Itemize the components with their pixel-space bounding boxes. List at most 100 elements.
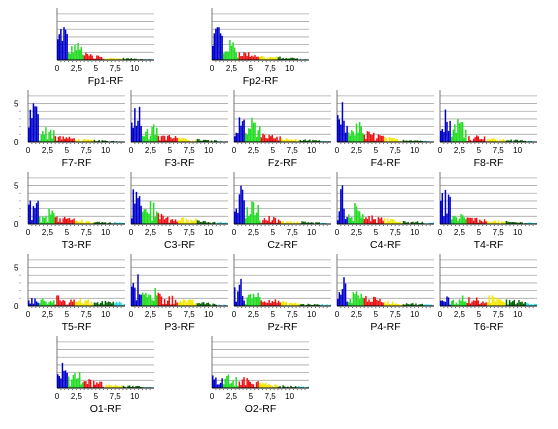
x-minor-tick — [223, 389, 225, 391]
spectrum-bar — [268, 384, 270, 388]
spectrum-bar — [252, 56, 255, 60]
spectrum-bar — [488, 295, 490, 306]
x-minor-tick — [406, 225, 408, 227]
spectrum-bar — [179, 139, 181, 142]
spectrum-bar — [440, 300, 442, 306]
x-minor-tick — [142, 225, 144, 227]
x-minor-tick — [62, 225, 64, 227]
spectrum-bar — [483, 219, 486, 224]
x-tick-label: 10 — [513, 146, 522, 155]
spectrum-bar — [136, 386, 139, 388]
x-minor-tick — [165, 225, 167, 227]
spectrum-bar — [413, 140, 416, 142]
spectrum-bar — [160, 296, 163, 306]
x-tick-label: 10 — [307, 310, 316, 319]
x-minor-tick — [390, 225, 392, 227]
spectrum-bar — [53, 300, 55, 306]
spectrum-bar — [441, 193, 444, 224]
x-minor-tick — [173, 143, 175, 145]
spectrum-bar — [100, 381, 103, 388]
spectrum-bar — [196, 220, 199, 224]
spectrum-bar — [535, 222, 537, 224]
spectrum-bar — [309, 139, 311, 142]
x-minor-tick — [184, 225, 186, 227]
spectrum-bar — [90, 139, 93, 142]
spectrum-bar — [56, 295, 58, 306]
x-minor-tick — [146, 143, 148, 145]
x-minor-tick — [70, 143, 72, 145]
x-tick-label: 7,5 — [390, 310, 402, 319]
spectrum-bar — [85, 381, 87, 388]
x-minor-tick — [169, 307, 171, 309]
x-minor-tick — [137, 389, 139, 391]
spectrum-bar — [196, 303, 199, 306]
x-minor-tick — [273, 389, 275, 391]
x-minor-tick — [470, 143, 472, 145]
spectrum-bar — [465, 219, 467, 224]
x-tick-label: 5 — [168, 310, 173, 319]
x-minor-tick — [145, 389, 147, 391]
x-minor-tick — [138, 143, 140, 145]
spectrum-bar — [241, 189, 244, 224]
spectrum-bar — [287, 386, 289, 388]
spectrum-bar — [488, 139, 490, 142]
spectrum-bar — [465, 129, 467, 142]
x-minor-tick — [31, 225, 33, 227]
spectrum-bar — [145, 293, 147, 306]
x-tick-label: 10 — [410, 228, 419, 237]
spectrum-bar — [527, 303, 530, 306]
spectrum-bar — [282, 300, 284, 306]
spectrum-bar — [199, 140, 202, 142]
x-minor-tick — [108, 225, 110, 227]
spectrum-bar — [276, 302, 278, 306]
spectrum-bar — [171, 219, 174, 224]
spectrum-bar — [524, 301, 526, 306]
spectrum-bar — [475, 135, 478, 142]
spectrum-bar — [393, 220, 395, 224]
spectrum-bar — [85, 300, 88, 306]
spectrum-bar — [254, 215, 256, 224]
x-minor-tick — [81, 307, 83, 309]
x-minor-tick — [74, 143, 76, 145]
x-minor-tick — [283, 307, 285, 309]
spectrum-bar — [174, 299, 177, 306]
spectrum-bar — [188, 140, 191, 142]
x-minor-tick — [287, 143, 289, 145]
x-minor-tick — [447, 225, 449, 227]
spectrum-bar — [274, 384, 277, 388]
x-minor-tick — [493, 225, 495, 227]
spectrum-bar — [493, 138, 495, 142]
spectrum-bar — [173, 137, 175, 142]
spectrum-bar — [146, 297, 149, 306]
x-minor-tick — [192, 307, 194, 309]
x-minor-tick — [410, 143, 412, 145]
spectrum-bar — [377, 300, 380, 306]
spectrum-bar — [156, 127, 158, 142]
spectrum-bar — [461, 295, 464, 306]
spectrum-bar — [383, 301, 386, 306]
spectrum-bar — [469, 139, 472, 142]
y-minor-tick — [19, 126, 21, 128]
x-minor-tick — [223, 143, 225, 145]
x-minor-tick — [497, 307, 499, 309]
spectrum-bar — [530, 222, 533, 224]
spectrum-bar — [312, 222, 314, 224]
x-tick-label: 2,5 — [42, 310, 54, 319]
x-minor-tick — [215, 307, 217, 309]
x-tick-label: 7,5 — [184, 146, 196, 155]
spectrum-bar — [293, 221, 295, 224]
spectrum-bar — [349, 135, 352, 142]
spectrum-bar — [372, 219, 375, 224]
spectrum-bar — [124, 386, 126, 388]
x-minor-tick — [141, 389, 143, 391]
spectrum-bar — [305, 222, 308, 224]
spectrum-bar — [149, 294, 152, 306]
x-minor-tick — [196, 143, 198, 145]
spectrum-bar — [137, 274, 139, 306]
spectrum-bar — [190, 219, 192, 224]
spectrum-bar — [299, 139, 302, 142]
x-minor-tick — [466, 225, 468, 227]
